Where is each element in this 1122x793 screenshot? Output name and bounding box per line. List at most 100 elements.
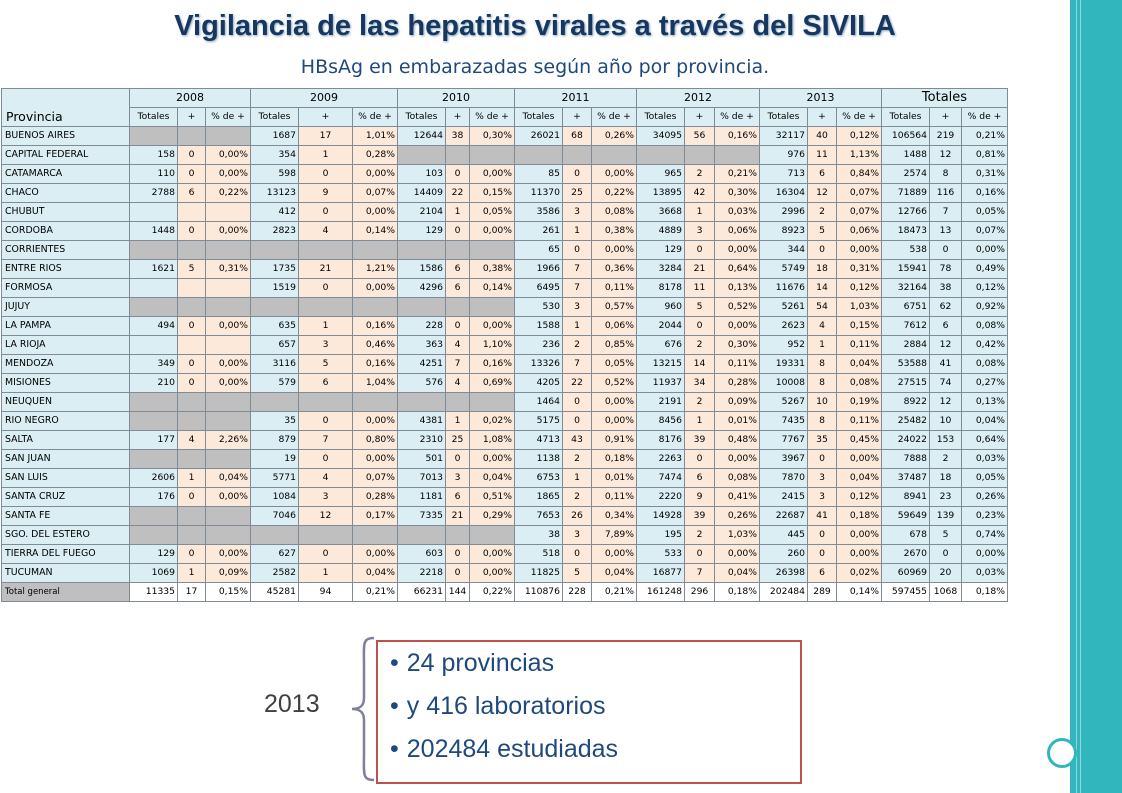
table-cell: 0,00% [205,221,251,241]
table-cell: 952 [759,335,808,355]
table-cell: 2582 [250,563,299,583]
table-cell: 0 [177,373,206,393]
table-cell: 74 [929,373,962,393]
table-cell: 25482 [881,411,930,431]
table-cell: 7888 [881,449,930,469]
table-cell [397,240,446,260]
table-cell: 2606 [129,468,178,488]
province-name: CORDOBA [1,221,130,241]
table-cell: 1 [562,221,592,241]
table-cell: 1735 [250,259,299,279]
table-cell: 538 [881,240,930,260]
table-cell: 0,27% [961,373,1008,393]
province-name: NEUQUEN [1,392,130,412]
table-cell: 110 [129,164,178,184]
table-cell: 0,04% [352,563,398,583]
table-cell: 24022 [881,430,930,450]
table-cell: 445 [759,525,808,545]
table-cell: 0 [562,240,592,260]
table-cell: 1069 [129,563,178,583]
table-cell: 2 [562,487,592,507]
sidebar-stripe [1076,0,1077,793]
table-cell: 3 [562,525,592,545]
table-cell: 0,08% [961,354,1008,374]
table-cell: 1 [298,145,353,165]
table-cell [177,335,206,355]
table-cell: 0,03% [961,563,1008,583]
table-cell: 8 [807,354,837,374]
table-cell: 5 [298,354,353,374]
table-cell: 0,01% [714,411,760,431]
table-cell: 603 [397,544,446,564]
table-cell: 0,00% [961,240,1008,260]
province-name: SALTA [1,430,130,450]
table-cell: 0,08% [961,316,1008,336]
table-cell: 1966 [514,259,563,279]
table-cell: 34 [684,373,715,393]
table-cell: 0,15% [205,582,251,602]
table-cell: 0,09% [714,392,760,412]
table-cell: 42 [684,183,715,203]
table-cell: 1588 [514,316,563,336]
table-cell: 106564 [881,126,930,146]
table-cell: 0,38% [469,259,515,279]
table-cell [205,297,251,317]
table-cell: 0,00% [205,145,251,165]
table-cell: 8941 [881,487,930,507]
table-cell: 5261 [759,297,808,317]
table-cell: 1181 [397,487,446,507]
province-name: MISIONES [1,373,130,393]
table-cell: 0,00% [205,373,251,393]
table-cell [352,525,398,545]
table-cell: 202484 [759,582,808,602]
table-cell: 0,11% [714,354,760,374]
table-cell: 3 [562,202,592,222]
table-cell: 43 [562,430,592,450]
table-cell: 38 [929,278,962,298]
table-cell: 2670 [881,544,930,564]
table-cell [177,297,206,317]
table-cell: 6 [807,164,837,184]
table-cell: 518 [514,544,563,564]
table-cell: 1,03% [714,525,760,545]
table-cell: 5 [562,563,592,583]
hbsag-table: Provincia 2008 2009 2010 2011 2012 2013 Totales… [1,88,1008,602]
table-cell: 0,05% [961,202,1008,222]
table-cell: 0,22% [205,183,251,203]
table-row: NEUQUEN 1464 0 0,00% 2191 2 0,09% 5267 10 0,19% 89… [1,392,1008,412]
table-cell: 1464 [514,392,563,412]
year-header: 2013 [759,88,882,108]
table-cell [298,392,353,412]
table-cell: 0,16% [469,354,515,374]
table-cell: 0,48% [714,430,760,450]
table-cell: 0,31% [205,259,251,279]
table-cell: 0 [445,449,470,469]
table-cell: 2 [929,449,962,469]
table-row: FORMOSA 1519 0 0,00% 4296 6 0,14% 6495 7 0,11% 817… [1,278,1008,298]
table-cell: 1,08% [469,430,515,450]
table-cell: 4205 [514,373,563,393]
table-cell: 0 [445,316,470,336]
table-cell: 0,22% [591,183,637,203]
table-cell: 0,04% [469,468,515,488]
table-cell: 7 [562,278,592,298]
table-cell: 0,08% [714,468,760,488]
table-cell [129,411,178,431]
table-cell: 7767 [759,430,808,450]
table-cell: 0 [562,164,592,184]
table-cell: 6751 [881,297,930,317]
table-row: MISIONES 210 0 0,00% 579 6 1,04% 576 4 0,69% 4205 2… [1,373,1008,393]
table-cell: 0,12% [961,278,1008,298]
province-name: ENTRE RIOS [1,259,130,279]
table-cell [177,202,206,222]
table-cell: 11 [807,145,837,165]
table-cell [445,240,470,260]
table-cell: 21 [298,259,353,279]
header-row-years: Provincia 2008 2009 2010 2011 2012 2013 Totales [1,88,1008,127]
table-cell: 349 [129,354,178,374]
table-cell: 1519 [250,278,299,298]
table-row: LA PAMPA 494 0 0,00% 635 1 0,16% 228 0 0,00% 1588 1… [1,316,1008,336]
table-cell [129,297,178,317]
table-cell: 0,12% [836,278,882,298]
table-cell: 25 [562,183,592,203]
